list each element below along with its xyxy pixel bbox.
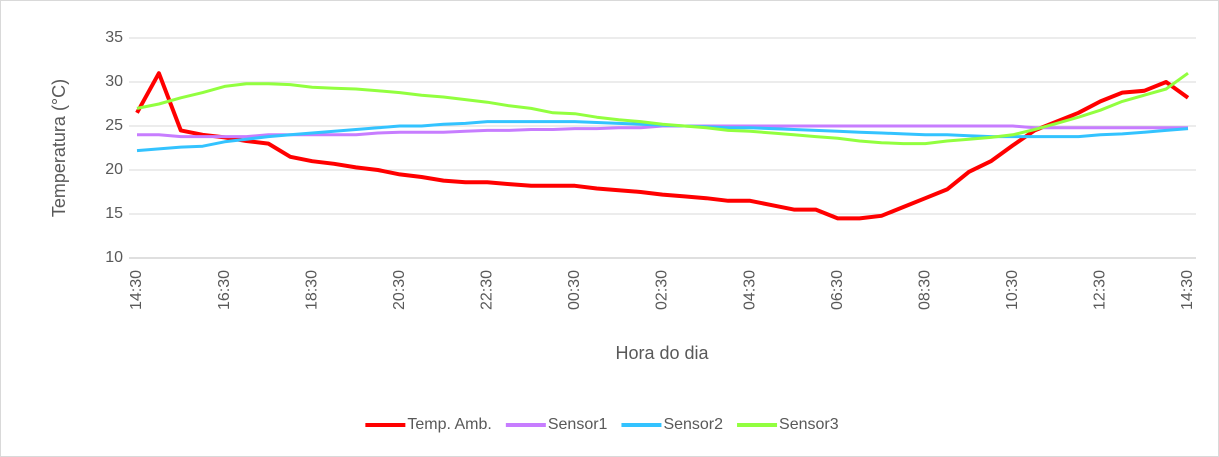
x-tick-label: 06:30 <box>829 270 846 310</box>
x-tick-label: 14:30 <box>128 270 145 310</box>
y-tick-label: 20 <box>105 161 123 178</box>
x-tick-label: 12:30 <box>1092 270 1109 310</box>
series-line <box>135 71 1190 221</box>
legend-label: Sensor1 <box>548 416 608 433</box>
x-tick-label: 22:30 <box>479 270 496 310</box>
x-tick-label: 16:30 <box>216 270 233 310</box>
x-axis-title: Hora do dia <box>615 343 709 363</box>
x-tick-label: 08:30 <box>916 270 933 310</box>
x-tick-label: 20:30 <box>391 270 408 310</box>
legend-label: Sensor2 <box>663 416 723 433</box>
x-tick-label: 14:30 <box>1179 270 1196 310</box>
x-tick-label: 10:30 <box>1004 270 1021 310</box>
series-line <box>136 71 1189 146</box>
y-tick-label: 25 <box>105 117 123 134</box>
y-tick-label: 10 <box>105 249 123 266</box>
x-tick-label: 04:30 <box>741 270 758 310</box>
y-tick-label: 35 <box>105 29 123 46</box>
y-tick-label: 15 <box>105 205 123 222</box>
x-tick-label: 00:30 <box>566 270 583 310</box>
legend-label: Temp. Amb. <box>407 416 491 433</box>
x-tick-label: 02:30 <box>654 270 671 310</box>
y-tick-label: 30 <box>105 73 123 90</box>
legend-label: Sensor3 <box>779 416 839 433</box>
x-tick-label: 18:30 <box>303 270 320 310</box>
y-axis-title: Temperatura (°C) <box>49 79 69 217</box>
